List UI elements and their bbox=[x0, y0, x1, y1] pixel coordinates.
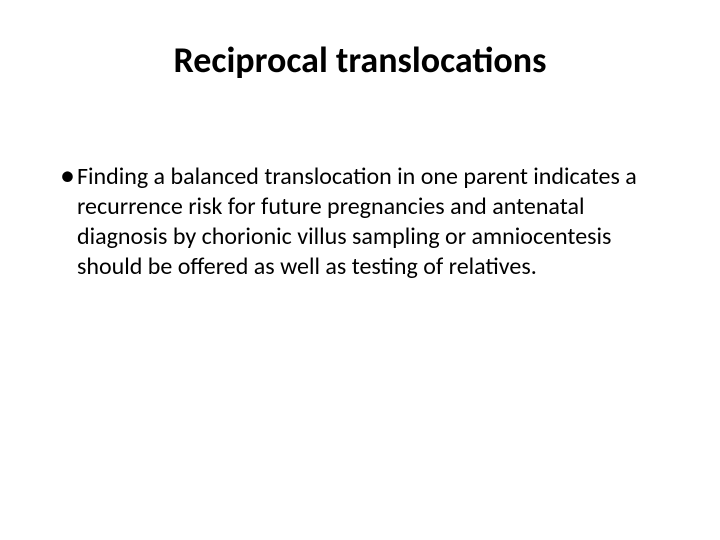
bullet-text-content: Finding a balanced translocation in one … bbox=[77, 162, 640, 282]
slide-container: Reciprocal translocations • Finding a ba… bbox=[0, 0, 720, 540]
bullet-list-item: • Finding a balanced translocation in on… bbox=[60, 162, 660, 282]
slide-title: Reciprocal translocations bbox=[60, 38, 660, 82]
bullet-marker-icon: • bbox=[60, 162, 75, 190]
